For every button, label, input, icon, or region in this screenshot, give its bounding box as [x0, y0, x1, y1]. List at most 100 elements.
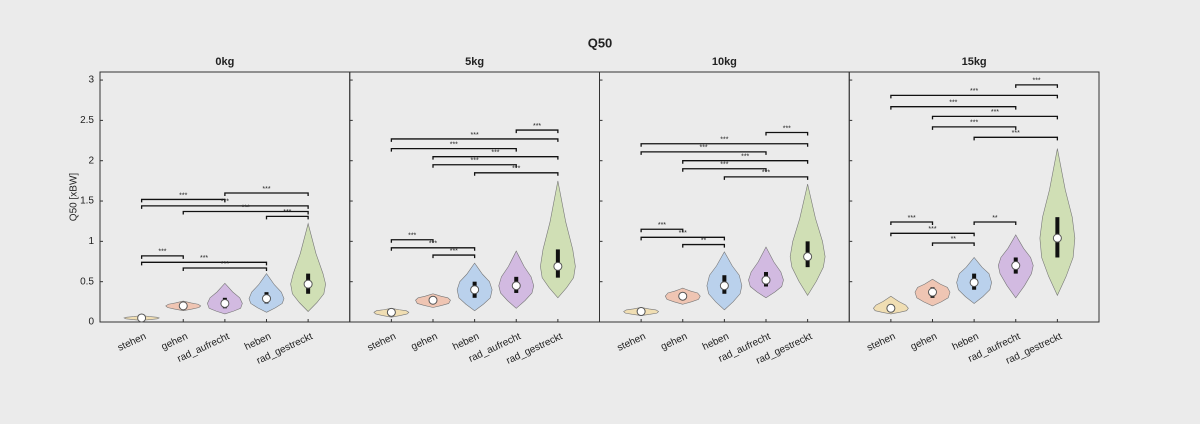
significance-label: ***	[512, 166, 520, 173]
significance-label: ***	[200, 255, 208, 262]
significance-label: **	[951, 236, 957, 243]
median-dot	[386, 307, 396, 317]
significance-bracket	[682, 168, 767, 172]
significance-label: **	[701, 237, 707, 244]
significance-label: ***	[450, 248, 458, 255]
significance-bracket	[140, 198, 226, 203]
median-dot	[1011, 261, 1021, 271]
significance-label: ***	[679, 230, 687, 237]
significance-bracket	[473, 172, 559, 176]
significance-bracket	[973, 136, 1059, 141]
median-dot	[303, 279, 313, 289]
median-dot	[803, 252, 813, 262]
significance-label: ***	[1012, 130, 1020, 137]
significance-bracket	[1015, 84, 1059, 88]
significance-label: ***	[283, 209, 291, 216]
significance-label: ***	[991, 109, 999, 116]
median-dot	[511, 281, 521, 291]
significance-label: ***	[928, 226, 936, 233]
significance-bracket	[682, 243, 726, 248]
significance-label: ***	[762, 170, 770, 177]
median-dot	[178, 301, 188, 311]
median-dot	[678, 291, 688, 301]
median-dot	[969, 277, 979, 287]
significance-bracket	[890, 94, 1059, 99]
violin-body	[290, 222, 326, 312]
median-dot	[761, 275, 771, 285]
significance-label: ***	[720, 137, 728, 144]
significance-bracket	[931, 115, 1059, 120]
significance-label: ***	[471, 158, 479, 165]
significance-label: ***	[533, 123, 541, 130]
significance-bracket	[640, 143, 809, 147]
panel-title: 0kg	[215, 56, 234, 68]
violin-body	[540, 180, 576, 299]
significance-bracket	[931, 242, 975, 246]
significance-bracket	[973, 221, 1017, 225]
significance-label: ***	[1032, 78, 1040, 85]
significance-label: ***	[179, 192, 187, 199]
median-dot	[928, 287, 937, 297]
significance-bracket	[390, 138, 559, 142]
y-axis-label: Q50 [xBW]	[69, 173, 80, 222]
significance-bracket	[390, 239, 434, 243]
significance-label: ***	[908, 215, 916, 222]
significance-label: ***	[429, 241, 437, 248]
y-tick-label: 2.5	[80, 115, 94, 126]
significance-bracket	[390, 247, 476, 251]
significance-bracket	[140, 261, 268, 266]
significance-bracket	[640, 228, 684, 233]
significance-bracket	[765, 131, 809, 136]
median-dot	[719, 281, 729, 291]
significance-bracket	[640, 151, 767, 155]
median-dot	[428, 295, 438, 305]
y-tick-label: 3	[88, 75, 94, 86]
significance-label: ***	[408, 233, 416, 240]
panel-title: 5kg	[465, 56, 484, 68]
significance-bracket	[890, 221, 934, 225]
violin-body	[789, 184, 826, 296]
significance-bracket	[265, 215, 309, 220]
significance-bracket	[515, 129, 559, 134]
y-tick-label: 1	[88, 236, 94, 247]
median-dot	[220, 298, 230, 308]
significance-bracket	[390, 147, 517, 152]
median-dot	[886, 303, 896, 313]
significance-label: ***	[970, 120, 978, 127]
significance-bracket	[432, 156, 559, 160]
significance-bracket	[890, 106, 1017, 110]
significance-label: ***	[450, 141, 458, 148]
significance-label: ***	[949, 100, 957, 107]
significance-label: ***	[242, 204, 250, 211]
significance-bracket	[723, 176, 809, 180]
significance-label: ***	[221, 261, 229, 268]
panel-title: 10kg	[712, 56, 737, 68]
figure-title: Q50	[588, 35, 613, 50]
median-dot	[1052, 233, 1062, 243]
median-dot	[262, 294, 271, 304]
y-tick-label: 2	[88, 155, 94, 166]
significance-bracket	[682, 160, 809, 164]
median-dot	[470, 285, 480, 295]
median-dot	[137, 313, 147, 323]
significance-bracket	[140, 255, 184, 259]
y-tick-label: 0	[88, 317, 94, 328]
significance-bracket	[182, 210, 309, 215]
significance-bracket	[432, 164, 517, 168]
median-dot	[636, 307, 646, 317]
median-dot	[553, 261, 563, 271]
significance-bracket	[182, 267, 268, 271]
significance-bracket	[640, 236, 726, 241]
significance-label: ***	[158, 249, 166, 256]
y-tick-label: 0.5	[80, 276, 94, 287]
significance-bracket	[890, 232, 975, 237]
significance-label: ***	[741, 154, 749, 161]
significance-label: ***	[262, 186, 270, 193]
significance-label: ***	[970, 88, 978, 95]
significance-label: **	[992, 215, 998, 222]
significance-label: ***	[720, 162, 728, 169]
significance-bracket	[432, 254, 476, 259]
significance-label: ***	[699, 145, 707, 152]
significance-bracket	[931, 126, 1017, 130]
